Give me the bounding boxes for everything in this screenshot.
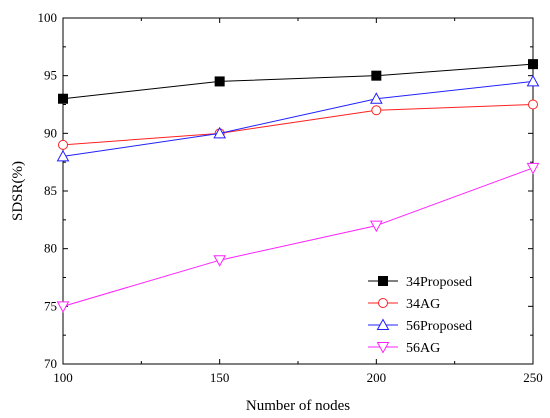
data-point — [371, 105, 382, 116]
series-line — [62, 63, 534, 100]
y-axis: 70 75 80 85 90 95 100 — [38, 10, 533, 371]
y-axis-title: SDSR(%) — [10, 161, 26, 221]
legend-item: 56AG — [368, 341, 440, 356]
series-line — [62, 167, 534, 307]
legend-marker — [378, 298, 388, 308]
data-point — [58, 93, 68, 104]
data-point — [213, 255, 227, 267]
series-34Proposed — [58, 59, 538, 104]
y-tick-label: 70 — [44, 356, 57, 371]
data-point — [214, 76, 225, 87]
series-56AG — [56, 162, 540, 313]
legend-item: 56Proposed — [368, 318, 472, 334]
x-tick-label: 150 — [210, 370, 230, 385]
data-point — [369, 92, 383, 104]
legend-marker — [376, 318, 390, 330]
y-tick-label: 95 — [44, 68, 57, 83]
x-axis-title: Number of nodes — [246, 398, 350, 414]
data-point — [369, 220, 383, 233]
x-axis: 100 150 200 250 — [53, 18, 543, 385]
legend-item: 34AG — [368, 297, 440, 312]
x-tick-label: 200 — [367, 370, 387, 385]
y-tick-label: 75 — [44, 298, 57, 313]
legend-label: 34Proposed — [406, 275, 472, 290]
data-point — [526, 162, 540, 175]
series-line — [62, 104, 534, 146]
data-point — [371, 70, 382, 81]
y-tick-label: 90 — [44, 125, 57, 140]
x-tick-label: 100 — [53, 370, 73, 385]
legend: 34Proposed 34AG 56Proposed 56AG — [362, 266, 524, 356]
x-tick-label: 250 — [523, 370, 543, 385]
legend-label: 56Proposed — [406, 319, 472, 334]
data-point — [528, 99, 538, 110]
series-56Proposed — [56, 74, 540, 162]
y-tick-label: 85 — [44, 183, 57, 198]
data-point — [213, 126, 227, 139]
legend-marker — [376, 342, 390, 354]
legend-label: 56AG — [406, 341, 440, 356]
series-line — [62, 80, 534, 157]
data-point — [56, 301, 70, 313]
legend-item: 34Proposed — [368, 275, 472, 290]
data-point — [58, 139, 68, 150]
data-point — [526, 74, 540, 87]
y-tick-label: 100 — [38, 10, 58, 25]
legend-marker — [378, 276, 388, 286]
series-layer — [56, 59, 540, 313]
y-tick-label: 80 — [44, 241, 57, 256]
data-point — [56, 149, 70, 162]
legend-label: 34AG — [406, 297, 440, 312]
data-point — [528, 59, 538, 70]
